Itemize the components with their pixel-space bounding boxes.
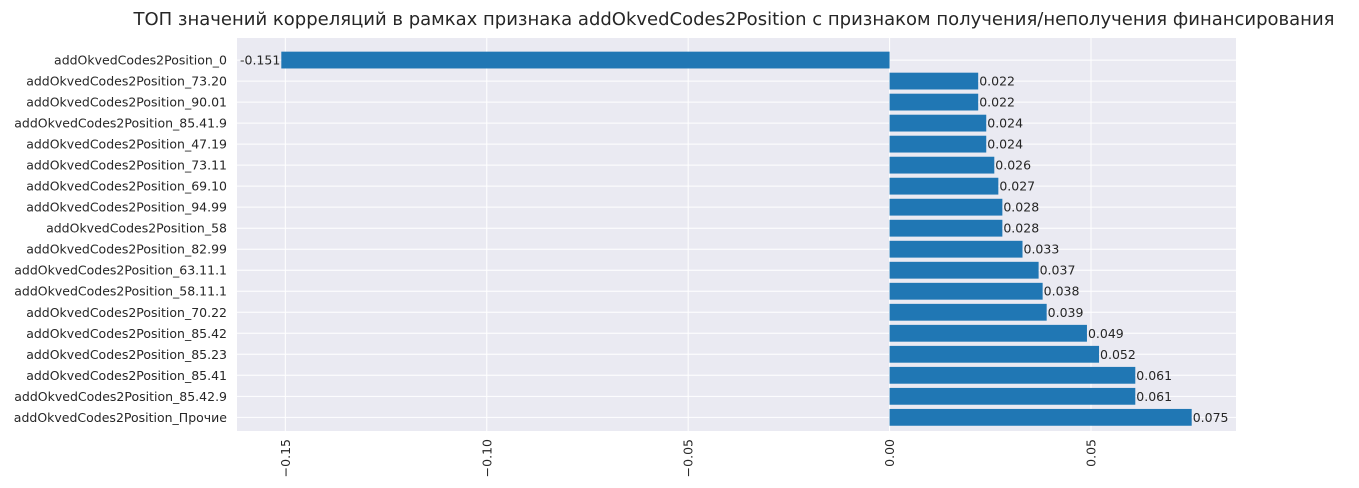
data-label: -0.151: [240, 53, 280, 68]
data-label: 0.038: [1044, 284, 1080, 299]
data-label: 0.075: [1193, 410, 1229, 425]
data-label: 0.026: [995, 158, 1031, 173]
bar: [281, 51, 890, 69]
x-tick-label: −0.10: [479, 439, 494, 477]
bar: [889, 198, 1003, 216]
bar: [889, 135, 987, 153]
y-tick-label: addOkvedCodes2Position_58: [46, 221, 227, 236]
y-tick-label: addOkvedCodes2Position_85.23: [26, 347, 227, 362]
data-label: 0.027: [999, 179, 1035, 194]
y-tick-label: addOkvedCodes2Position_85.41.9: [14, 116, 227, 131]
y-tick-label: addOkvedCodes2Position_69.10: [26, 179, 227, 194]
data-label: 0.028: [1003, 200, 1039, 215]
data-label: 0.039: [1048, 305, 1084, 320]
data-label: 0.022: [979, 95, 1015, 110]
bar: [889, 324, 1087, 342]
y-tick-label: addOkvedCodes2Position_Прочие: [14, 410, 228, 425]
bar: [889, 366, 1136, 384]
x-tick-label: −0.15: [278, 439, 293, 477]
y-tick-label: addOkvedCodes2Position_85.41: [26, 368, 227, 383]
bar: [889, 303, 1047, 321]
data-label: 0.052: [1100, 347, 1136, 362]
data-label: 0.028: [1003, 221, 1039, 236]
data-label: 0.024: [987, 137, 1023, 152]
y-tick-label: addOkvedCodes2Position_63.11.1: [14, 263, 227, 278]
bar: [889, 387, 1136, 405]
y-axis-labels: addOkvedCodes2Position_0 addOkvedCodes2Po…: [14, 53, 228, 425]
bar: [889, 156, 995, 174]
y-tick-label: addOkvedCodes2Position_85.42: [26, 326, 227, 341]
y-tick-label: addOkvedCodes2Position_47.19: [26, 137, 227, 152]
data-label: 0.037: [1040, 263, 1076, 278]
y-tick-label: addOkvedCodes2Position_58.11.1: [14, 284, 227, 299]
bar: [889, 177, 999, 195]
bar: [889, 261, 1039, 279]
x-tick-label: 0.05: [1083, 439, 1098, 467]
bar: [889, 219, 1003, 237]
data-label: 0.061: [1136, 389, 1172, 404]
y-tick-label: addOkvedCodes2Position_73.11: [26, 158, 227, 173]
bars: [281, 51, 1192, 426]
bar: [889, 114, 987, 132]
y-tick-label: addOkvedCodes2Position_85.42.9: [14, 389, 227, 404]
chart-title: ТОП значений корреляций в рамках признак…: [133, 9, 1335, 30]
y-tick-label: addOkvedCodes2Position_0: [54, 53, 227, 68]
y-tick-label: addOkvedCodes2Position_70.22: [26, 305, 227, 320]
data-label: 0.061: [1136, 368, 1172, 383]
x-axis-ticks: −0.15 −0.10 −0.05 0.00 0.05: [278, 439, 1099, 477]
y-tick-label: addOkvedCodes2Position_73.20: [26, 74, 227, 89]
data-label: 0.024: [987, 116, 1023, 131]
plot-area: [237, 38, 1236, 431]
bar: [889, 93, 979, 111]
bar: [889, 282, 1043, 300]
data-label: 0.049: [1088, 326, 1124, 341]
bar: [889, 72, 979, 90]
bar: [889, 408, 1192, 426]
x-tick-label: −0.05: [681, 439, 696, 477]
y-tick-label: addOkvedCodes2Position_90.01: [26, 95, 227, 110]
y-tick-label: addOkvedCodes2Position_82.99: [26, 242, 227, 257]
y-tick-label: addOkvedCodes2Position_94.99: [26, 200, 227, 215]
data-label: 0.022: [979, 74, 1015, 89]
bar: [889, 345, 1100, 363]
data-labels: -0.151 0.022 0.022 0.024 0.024 0.026 0.027 0.02…: [240, 53, 1228, 425]
x-tick-label: 0.00: [882, 439, 897, 467]
bar: [889, 240, 1023, 258]
data-label: 0.033: [1024, 242, 1060, 257]
